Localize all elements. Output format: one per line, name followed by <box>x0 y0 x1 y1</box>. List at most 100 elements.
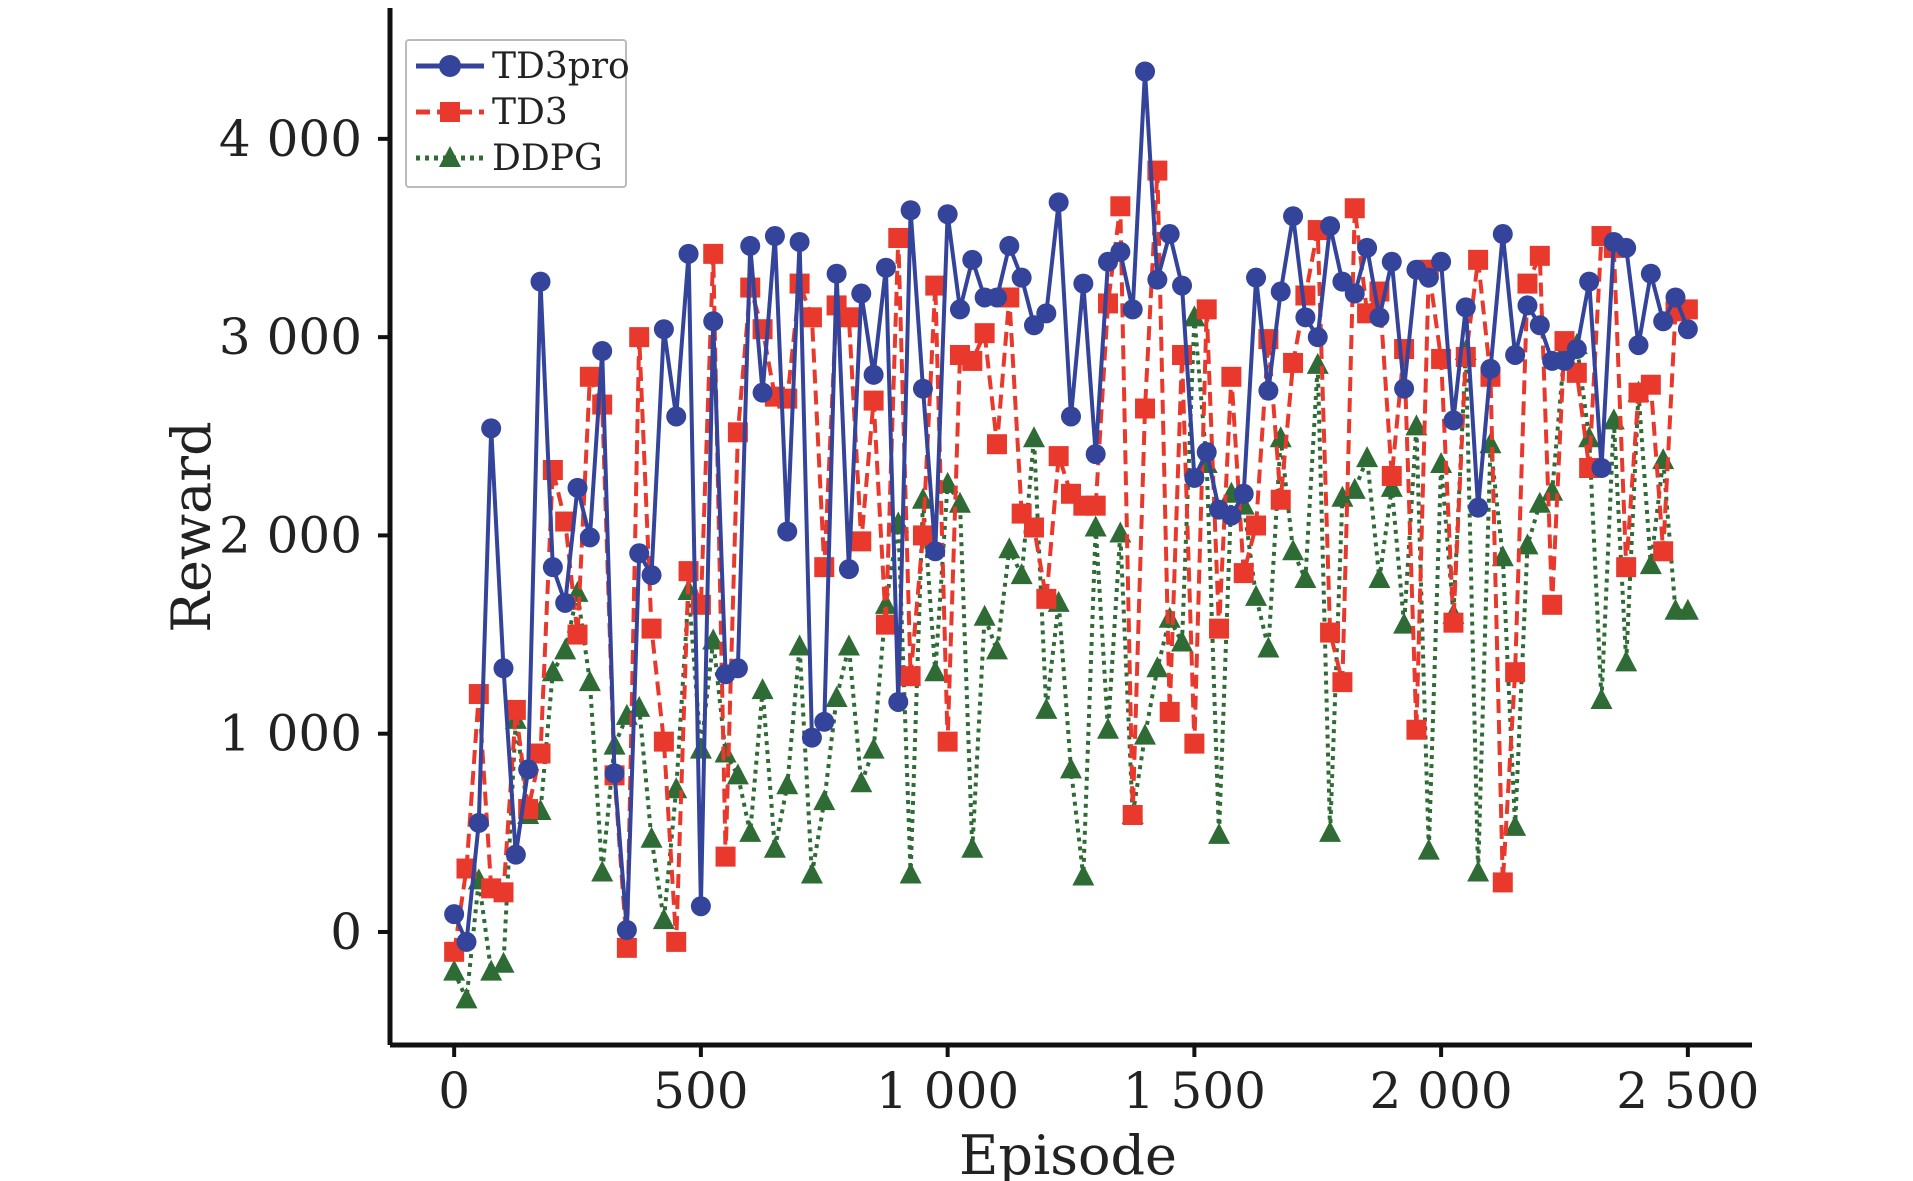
data-point-ddpg <box>1097 717 1120 739</box>
y-tick-label: 3 000 <box>219 308 362 366</box>
data-point-td3 <box>715 846 736 867</box>
data-point-td3pro <box>1085 444 1106 465</box>
data-point-ddpg <box>763 836 786 858</box>
data-point-td3 <box>1394 339 1415 360</box>
data-point-td3pro <box>468 812 489 833</box>
data-point-ddpg <box>1269 426 1292 448</box>
data-point-td3 <box>555 511 576 532</box>
data-point-td3pro <box>703 311 724 332</box>
data-point-ddpg <box>1491 545 1514 567</box>
data-point-td3pro <box>752 382 773 403</box>
data-point-td3pro <box>1221 505 1242 526</box>
data-point-td3pro <box>1468 497 1489 518</box>
data-point-ddpg <box>1380 475 1403 497</box>
data-point-td3 <box>1381 465 1402 486</box>
data-point-td3 <box>567 624 588 645</box>
data-point-td3pro <box>1579 271 1600 292</box>
data-point-td3 <box>937 731 958 752</box>
data-point-ddpg <box>1676 598 1699 620</box>
data-point-td3 <box>1270 489 1291 510</box>
data-point-ddpg <box>924 660 947 682</box>
data-point-td3pro <box>1233 483 1254 504</box>
data-point-td3pro <box>505 844 526 865</box>
legend-label-ddpg: DDPG <box>492 138 603 179</box>
data-point-td3 <box>1172 344 1193 365</box>
data-point-td3 <box>666 931 687 952</box>
data-point-td3pro <box>444 904 465 925</box>
data-point-td3pro <box>1246 267 1267 288</box>
data-point-ddpg <box>1257 636 1280 658</box>
data-point-td3pro <box>1172 275 1193 296</box>
data-point-td3pro <box>900 200 921 221</box>
data-point-ddpg <box>455 987 478 1009</box>
data-point-td3 <box>703 243 724 264</box>
data-point-td3 <box>925 275 946 296</box>
data-point-td3pro <box>1357 237 1378 258</box>
data-point-ddpg <box>874 592 897 614</box>
series-ddpg <box>443 305 1699 1009</box>
data-point-ddpg <box>578 670 601 692</box>
data-point-ddpg <box>1417 838 1440 860</box>
x-axis-title: Episode <box>959 1124 1177 1181</box>
data-point-td3pro <box>1640 263 1661 284</box>
data-point-td3pro <box>1628 335 1649 356</box>
data-point-td3pro <box>1591 458 1612 479</box>
data-point-td3 <box>1431 348 1452 369</box>
data-point-ddpg <box>726 763 749 785</box>
data-point-td3pro <box>1480 358 1501 379</box>
data-point-td3 <box>1443 612 1464 633</box>
legend-label-td3pro: TD3pro <box>492 46 630 87</box>
data-point-td3pro <box>962 249 983 270</box>
data-point-td3pro <box>579 527 600 548</box>
data-point-ddpg <box>1393 612 1416 634</box>
series-td3pro <box>444 61 1698 952</box>
data-point-td3 <box>1048 446 1069 467</box>
data-point-td3 <box>505 699 526 720</box>
data-point-ddpg <box>1615 650 1638 672</box>
data-point-td3pro <box>1677 319 1698 340</box>
data-point-ddpg <box>961 836 984 858</box>
data-point-td3pro <box>1517 295 1538 316</box>
data-point-td3pro <box>1431 251 1452 272</box>
data-point-td3pro <box>727 658 748 679</box>
data-point-ddpg <box>1010 563 1033 585</box>
data-point-td3 <box>900 666 921 687</box>
data-point-td3 <box>1332 672 1353 693</box>
data-point-td3pro <box>838 559 859 580</box>
data-point-ddpg <box>739 820 762 842</box>
data-point-ddpg <box>591 860 614 882</box>
data-point-td3 <box>468 684 489 705</box>
data-point-ddpg <box>1072 864 1095 886</box>
data-point-td3pro <box>1369 307 1390 328</box>
data-point-ddpg <box>1158 606 1181 628</box>
y-axis-title: Reward <box>160 421 223 632</box>
data-point-td3pro <box>555 592 576 613</box>
data-point-td3pro <box>1505 344 1526 365</box>
data-point-td3pro <box>1184 467 1205 488</box>
data-point-td3 <box>1505 662 1526 683</box>
data-point-td3pro <box>1147 269 1168 290</box>
data-point-td3pro <box>789 231 810 252</box>
data-point-td3 <box>493 882 514 903</box>
data-point-td3pro <box>1344 283 1365 304</box>
data-point-ddpg <box>1208 822 1231 844</box>
data-point-td3pro <box>690 896 711 917</box>
data-point-td3pro <box>986 287 1007 308</box>
data-point-ddpg <box>973 604 996 626</box>
data-point-td3pro <box>530 271 551 292</box>
data-point-ddpg <box>800 862 823 884</box>
data-point-td3pro <box>1554 350 1575 371</box>
data-point-td3pro <box>863 364 884 385</box>
data-point-td3 <box>579 366 600 387</box>
data-point-td3pro <box>1122 299 1143 320</box>
data-point-td3 <box>629 327 650 348</box>
data-point-ddpg <box>714 741 737 763</box>
legend-marker-td3 <box>440 102 460 122</box>
data-point-td3pro <box>1566 339 1587 360</box>
data-point-td3pro <box>999 235 1020 256</box>
data-point-td3 <box>653 731 674 752</box>
data-point-td3pro <box>1270 281 1291 302</box>
data-point-ddpg <box>689 737 712 759</box>
data-point-ddpg <box>492 951 515 973</box>
x-tick-label: 0 <box>438 1062 470 1120</box>
